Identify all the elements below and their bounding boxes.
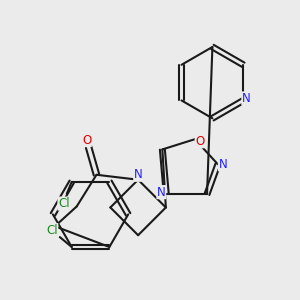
Text: N: N (242, 92, 251, 105)
Text: O: O (82, 134, 91, 147)
Text: N: N (134, 168, 142, 181)
Text: Cl: Cl (46, 224, 58, 237)
Text: O: O (47, 227, 56, 240)
Text: O: O (195, 135, 204, 148)
Text: Cl: Cl (58, 197, 70, 210)
Text: N: N (218, 158, 227, 171)
Text: N: N (157, 186, 166, 199)
